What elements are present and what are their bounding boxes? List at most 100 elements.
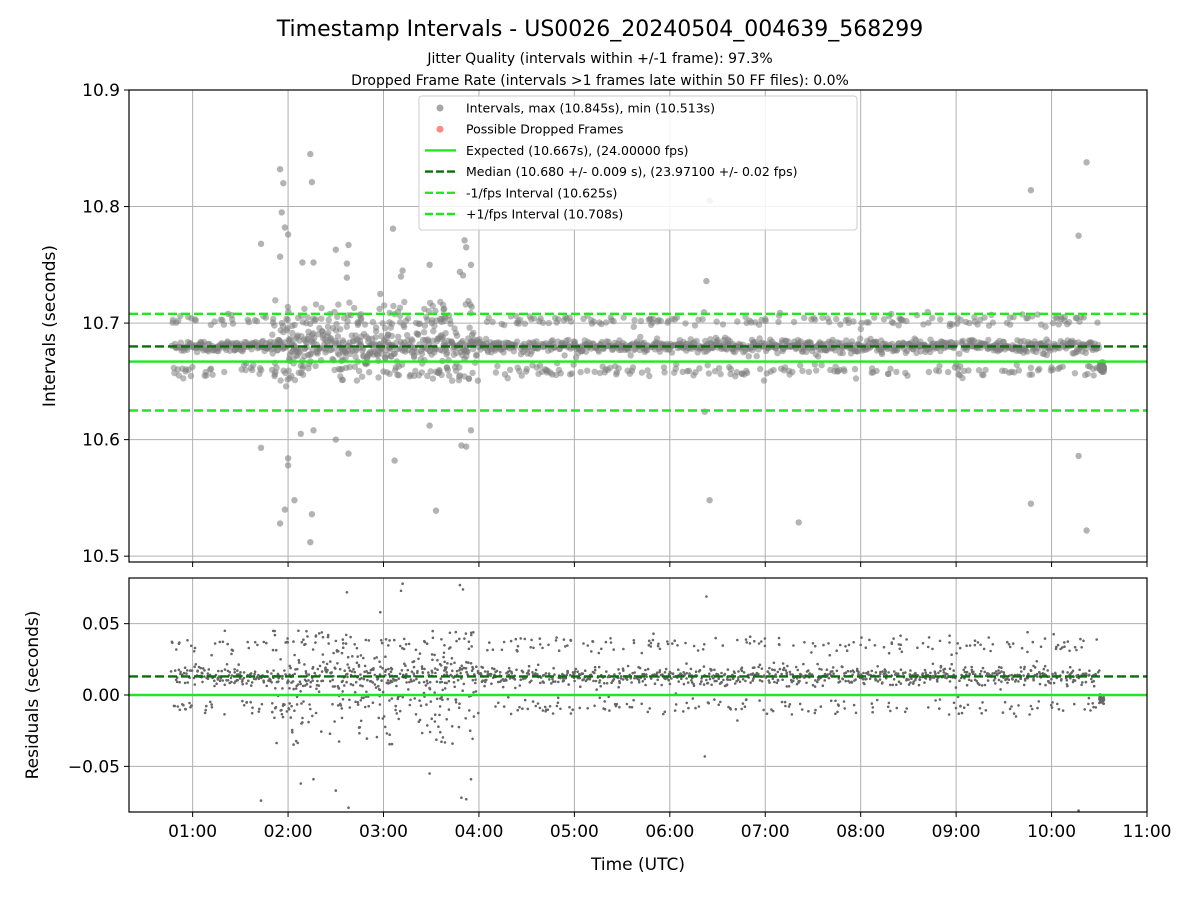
residual-point (905, 638, 908, 641)
residual-point (464, 632, 468, 635)
residual-point (468, 729, 472, 732)
residual-point (594, 679, 598, 683)
residual-point (1026, 630, 1029, 634)
residual-point (460, 664, 464, 668)
residual-point (857, 670, 860, 674)
residual-point (438, 705, 442, 708)
residual-point (300, 640, 304, 644)
residual-point (213, 684, 216, 688)
interval-point (220, 321, 228, 328)
residual-point (705, 678, 708, 682)
residual-point (245, 701, 248, 704)
residual-point (712, 677, 715, 680)
residual-point (354, 680, 358, 684)
residual-point (322, 660, 325, 664)
residual-point (471, 678, 475, 682)
residual-point (200, 671, 204, 675)
residual-point (309, 707, 312, 711)
residual-point (262, 640, 266, 644)
residual-point (468, 709, 471, 712)
interval-point (637, 317, 645, 325)
intervals-y-tick-label: 10.6 (82, 431, 120, 451)
residual-point (356, 703, 360, 706)
residual-point (389, 679, 393, 683)
residual-point (446, 662, 449, 665)
residual-point (892, 637, 895, 640)
residual-point (336, 704, 340, 707)
residual-point (314, 641, 317, 644)
residual-point (542, 681, 545, 684)
residual-point (553, 673, 556, 676)
residual-point (438, 713, 441, 717)
residual-point (509, 712, 513, 716)
residual-point (420, 731, 424, 735)
interval-point (1097, 365, 1105, 373)
residual-point (1047, 675, 1051, 678)
residual-point (745, 641, 748, 644)
interval-point (262, 314, 269, 321)
residual-point (296, 741, 300, 745)
interval-point (885, 370, 892, 377)
residual-point (682, 710, 685, 713)
interval-outlier-point (332, 436, 339, 443)
residual-point (229, 676, 233, 680)
residual-point (957, 712, 961, 715)
residual-point (325, 662, 329, 666)
residual-point (514, 686, 517, 690)
residual-point (237, 663, 240, 666)
residual-point (612, 648, 615, 651)
residual-point (831, 670, 834, 673)
residual-point (543, 705, 547, 709)
residual-point (753, 666, 756, 669)
residual-point (870, 669, 874, 673)
residual-point (671, 642, 674, 645)
residual-point (436, 668, 439, 671)
x-tick-label: 10:00 (1027, 822, 1076, 842)
residual-point (266, 670, 269, 674)
residual-point (348, 698, 351, 702)
residual-point (348, 669, 352, 672)
interval-point (401, 298, 408, 306)
residual-point (303, 663, 306, 666)
residual-point (774, 675, 778, 679)
interval-point (733, 369, 740, 376)
interval-point (369, 318, 377, 326)
residual-point (344, 633, 348, 637)
residual-point (337, 740, 341, 743)
residual-point (508, 677, 512, 680)
residual-point (349, 682, 353, 686)
residual-outlier-point (703, 755, 707, 758)
interval-point (396, 304, 404, 311)
residual-point (346, 672, 349, 676)
x-tick-label: 11:00 (1123, 822, 1172, 842)
interval-point (591, 368, 598, 375)
residual-point (646, 667, 650, 671)
residual-point (460, 677, 463, 680)
residual-point (936, 680, 939, 683)
residual-point (474, 690, 478, 693)
residual-outlier-point (461, 588, 465, 591)
residual-point (210, 706, 214, 709)
interval-point (753, 352, 760, 360)
residual-point (899, 634, 902, 637)
interval-point (653, 335, 661, 342)
residual-point (465, 660, 468, 664)
residual-point (978, 683, 981, 687)
interval-point (444, 366, 451, 374)
residual-point (878, 678, 882, 681)
interval-point (415, 320, 422, 328)
residual-point (816, 662, 819, 666)
residual-point (726, 668, 730, 671)
residual-point (366, 678, 369, 682)
interval-point (271, 371, 278, 378)
residual-point (383, 725, 387, 729)
residual-point (177, 668, 181, 672)
interval-point (1071, 370, 1079, 377)
residual-point (791, 673, 794, 676)
residual-point (331, 678, 335, 682)
residual-point (176, 705, 180, 708)
residual-point (781, 678, 784, 681)
residual-point (302, 700, 305, 703)
residual-point (1042, 667, 1046, 671)
residual-point (725, 683, 729, 686)
